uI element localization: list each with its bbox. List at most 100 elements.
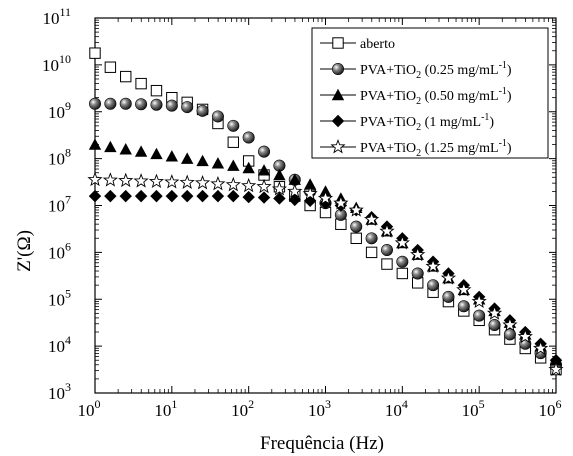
- data-point: [150, 189, 163, 203]
- data-point: [211, 110, 224, 123]
- data-point: [471, 293, 487, 309]
- legend-marker: [331, 88, 345, 101]
- legend-item: PVA+TiO2 (0.50 mg/mL-1): [320, 86, 512, 107]
- data-point: [89, 47, 101, 59]
- y-tick-exponent: 7: [65, 193, 71, 207]
- data-point: [210, 175, 226, 191]
- legend-label: PVA+TiO2 (1 mg/mL-1): [360, 112, 494, 133]
- x-tick-label: 103: [308, 397, 331, 420]
- x-axis-label: Frequência (Hz): [260, 433, 384, 454]
- data-point: [165, 99, 178, 112]
- data-point: [227, 136, 240, 148]
- x-tick-exponent: 0: [95, 397, 101, 411]
- data-point: [517, 328, 533, 344]
- y-tick-label: 104: [48, 333, 71, 356]
- legend-marker: [330, 139, 346, 154]
- data-point: [196, 104, 209, 117]
- data-point: [533, 340, 549, 355]
- y-tick-label: 1011: [42, 5, 71, 28]
- data-point: [135, 77, 147, 90]
- data-point: [150, 147, 163, 160]
- data-point: [502, 317, 518, 332]
- data-point: [257, 164, 271, 176]
- x-tick-label: 105: [462, 397, 485, 420]
- data-point: [242, 161, 255, 174]
- data-point: [165, 150, 179, 162]
- data-point: [196, 154, 209, 167]
- data-point: [303, 194, 317, 208]
- y-tick-exponent: 3: [65, 380, 71, 394]
- data-point: [442, 290, 455, 303]
- data-point: [473, 309, 486, 322]
- data-point: [88, 189, 102, 203]
- data-point: [503, 328, 516, 341]
- legend-label: PVA+TiO2 (1.25 mg/mL-1): [360, 138, 512, 159]
- x-tick-exponent: 4: [402, 397, 408, 411]
- legend-item: aberto: [320, 37, 395, 52]
- data-point: [102, 172, 118, 187]
- data-point: [181, 101, 194, 114]
- data-point: [134, 145, 148, 157]
- y-tick-label: 108: [48, 146, 71, 169]
- x-tick-exponent: 1: [171, 397, 177, 411]
- data-point: [302, 185, 318, 201]
- data-point: [425, 258, 441, 273]
- data-point: [456, 281, 472, 297]
- data-point: [133, 173, 149, 188]
- y-tick-exponent: 9: [65, 99, 71, 113]
- data-point: [165, 189, 179, 203]
- data-point: [227, 159, 240, 171]
- data-point: [348, 202, 364, 217]
- x-tick-exponent: 5: [479, 397, 485, 411]
- y-tick-exponent: 6: [65, 239, 71, 253]
- data-point: [194, 175, 211, 190]
- data-point: [104, 140, 117, 153]
- data-point: [148, 173, 165, 189]
- y-tick-label: 1010: [42, 52, 71, 75]
- y-tick-exponent: 10: [59, 52, 71, 66]
- data-point: [257, 191, 271, 204]
- data-point: [181, 152, 194, 164]
- x-tick-exponent: 3: [325, 397, 331, 411]
- data-point: [427, 279, 440, 292]
- x-tick-label: 106: [539, 397, 562, 420]
- y-tick-exponent: 4: [65, 333, 71, 347]
- data-point: [150, 84, 163, 97]
- x-tick-label: 102: [231, 397, 254, 420]
- data-point: [196, 189, 209, 203]
- data-point: [150, 98, 163, 111]
- data-point: [333, 195, 349, 210]
- data-point: [319, 196, 332, 210]
- y-tick-label: 106: [48, 239, 71, 262]
- data-point: [258, 145, 271, 158]
- x-tick-exponent: 2: [248, 397, 254, 411]
- data-point: [396, 255, 409, 268]
- legend-marker: [331, 114, 345, 128]
- legend-marker: [331, 62, 344, 75]
- data-point: [350, 220, 363, 233]
- data-point: [303, 178, 317, 190]
- data-point: [548, 361, 564, 377]
- data-point: [134, 189, 148, 203]
- data-point: [179, 174, 195, 189]
- data-point: [164, 174, 180, 189]
- data-point: [288, 173, 301, 185]
- data-point: [350, 232, 362, 245]
- data-point: [381, 258, 393, 270]
- data-point: [273, 168, 286, 181]
- data-point: [379, 223, 395, 238]
- data-point: [440, 270, 457, 285]
- y-tick-exponent: 8: [65, 146, 71, 160]
- legend: aberto PVA+TiO2 (0.25 mg/mL-1) PVA+TiO2 (0…: [311, 27, 549, 159]
- data-point: [365, 246, 378, 259]
- data-point: [364, 211, 380, 227]
- y-tick-label: 105: [48, 286, 71, 309]
- y-tick-label: 103: [48, 380, 71, 403]
- data-point: [211, 189, 225, 203]
- data-point: [242, 131, 255, 144]
- data-point: [227, 189, 240, 203]
- data-point: [380, 244, 393, 257]
- x-tick-label: 100: [78, 397, 101, 420]
- y-axis-label: Z'(Ω): [14, 230, 35, 272]
